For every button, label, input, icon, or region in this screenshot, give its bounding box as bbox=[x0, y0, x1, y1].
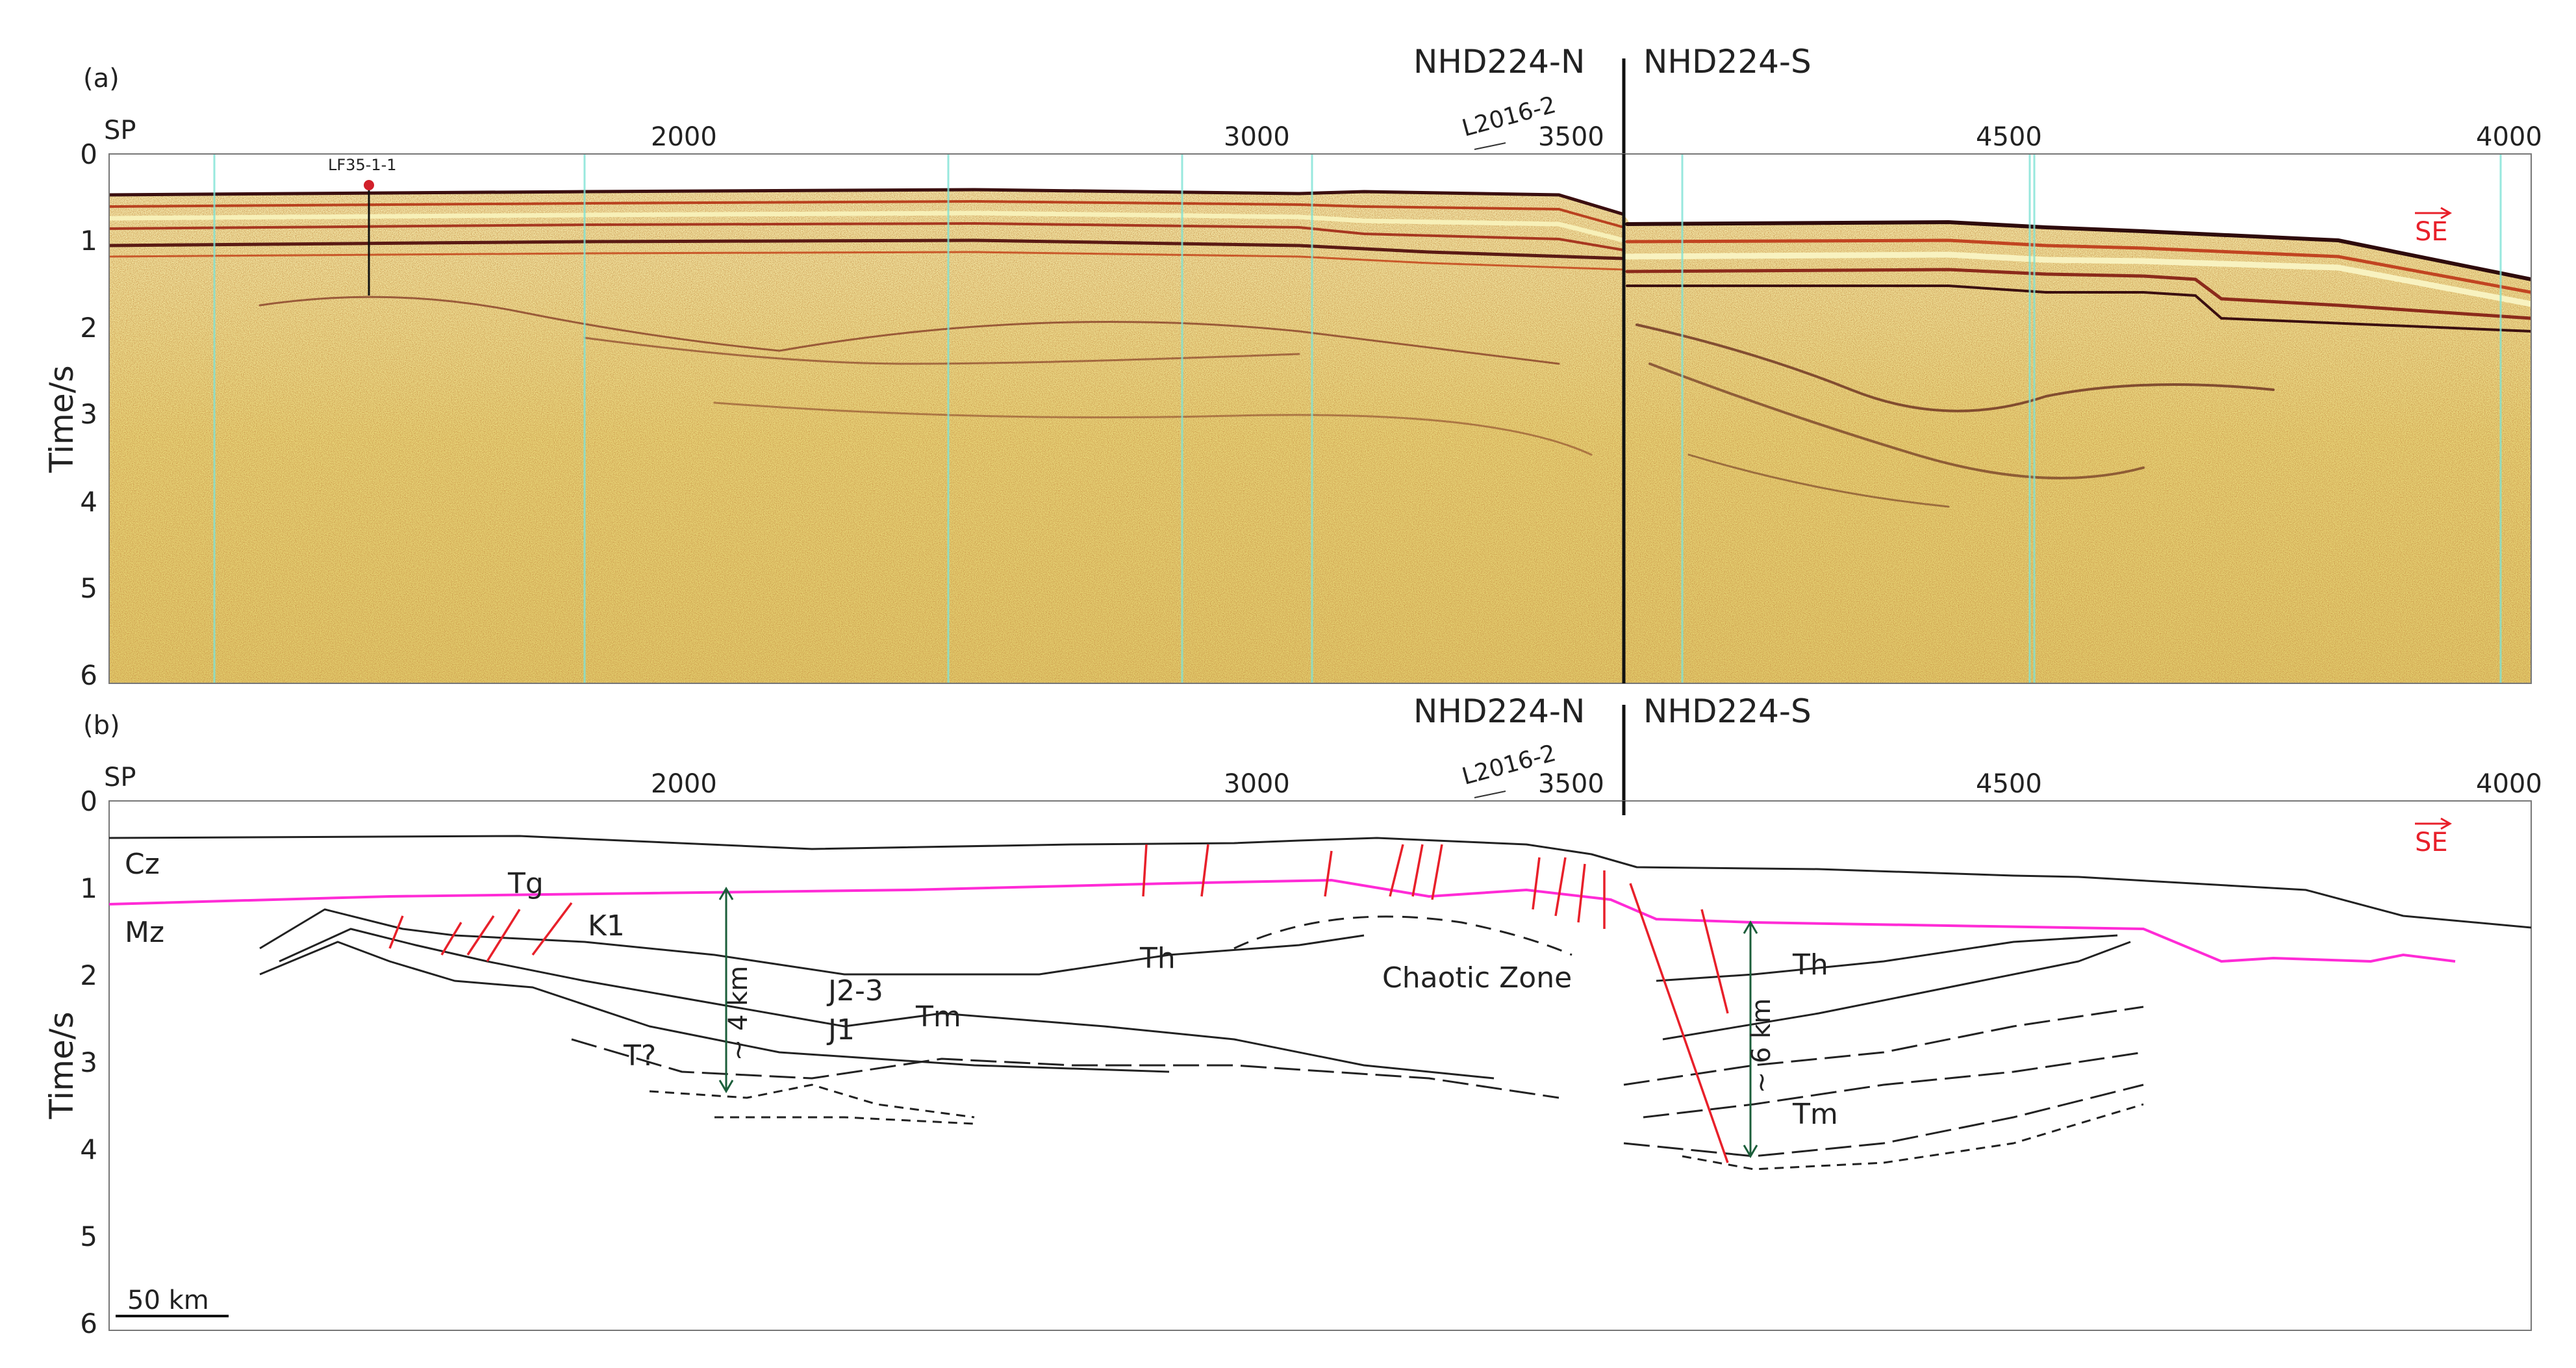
crossing-line-marker bbox=[1474, 142, 1506, 150]
well-label: LF35-1-1 bbox=[328, 156, 397, 174]
scale-bar: 50 km bbox=[116, 1286, 229, 1317]
y-tick-b-6: 6 bbox=[80, 1308, 97, 1339]
j23-horizon bbox=[279, 928, 1495, 1080]
unit-labels: Cz Mz Tg K1 Th J2-3 Tm J1 T? Chaotic Zon… bbox=[125, 848, 1838, 1131]
sp-tick-3000-b: 3000 bbox=[1224, 769, 1290, 799]
line-name-north-b: NHD224-N bbox=[1413, 692, 1585, 730]
sp-tick-4000-b: 4000 bbox=[2476, 769, 2542, 799]
sp-label-b: SP bbox=[104, 763, 136, 792]
panel-a: (a) NHD224-N NHD224-S SP 2000 3000 3 5 00 … bbox=[43, 43, 2542, 691]
svg-text:SE: SE bbox=[2415, 217, 2448, 247]
unit-th-left: Th bbox=[1139, 942, 1176, 975]
panel-a-frame bbox=[108, 153, 2532, 684]
seafloor-horizon bbox=[108, 835, 2532, 929]
unit-t-questionable: T? bbox=[623, 1039, 656, 1072]
unit-tm-right: Tm bbox=[1792, 1098, 1838, 1131]
y-tick-b-5: 5 bbox=[80, 1221, 97, 1252]
sp-tick-4500: 4500 bbox=[1976, 122, 2042, 152]
deep-left bbox=[714, 1116, 975, 1125]
unit-j23: J2-3 bbox=[826, 974, 883, 1007]
sp-tick-3000: 3000 bbox=[1224, 122, 1290, 152]
y-tick-2: 2 bbox=[80, 312, 97, 344]
y-axis-title-b: Time/s bbox=[43, 1011, 81, 1119]
y-axis-title-a: Time/s bbox=[43, 365, 81, 473]
direction-arrow-a: SE bbox=[2415, 207, 2453, 247]
sp-tick-4000: 4000 bbox=[2476, 122, 2542, 152]
thickness-label-left: ~ 4 km bbox=[724, 966, 753, 1061]
y-tick-b-3: 3 bbox=[80, 1046, 97, 1078]
chaotic-top bbox=[1233, 915, 1572, 956]
thickness-arrow-left: ~ 4 km bbox=[718, 887, 753, 1093]
y-ticks-a: 0 1 2 3 4 5 6 bbox=[80, 138, 97, 691]
thickness-arrow-right: ~ 6 km bbox=[1743, 920, 1776, 1158]
crossing-line-marker-b bbox=[1474, 791, 1506, 798]
scale-bar-label: 50 km bbox=[127, 1286, 209, 1315]
y-tick-4: 4 bbox=[80, 486, 97, 518]
y-tick-1: 1 bbox=[80, 225, 97, 257]
unit-j1: J1 bbox=[826, 1013, 855, 1046]
th-right-horizon bbox=[1656, 934, 2118, 982]
panel-b-label: (b) bbox=[83, 711, 120, 741]
unit-th-right: Th bbox=[1792, 948, 1828, 982]
right-horizon-4 bbox=[1643, 1051, 2144, 1119]
line-name-north: NHD224-N bbox=[1413, 43, 1585, 81]
unit-tg: Tg bbox=[507, 867, 544, 900]
thickness-label-right: ~ 6 km bbox=[1747, 998, 1776, 1094]
y-tick-b-4: 4 bbox=[80, 1134, 97, 1165]
seismic-section bbox=[109, 154, 2531, 683]
panel-a-label: (a) bbox=[83, 64, 120, 94]
unit-k1: K1 bbox=[588, 909, 625, 943]
sp-tick-3500-b: 3500 bbox=[1538, 769, 1604, 799]
sp-tick-3500: 3500 bbox=[1538, 122, 1604, 152]
y-tick-b-1: 1 bbox=[80, 872, 97, 904]
chaotic-zone-label: Chaotic Zone bbox=[1382, 961, 1572, 994]
right-horizon-2 bbox=[1662, 941, 2131, 1041]
unit-cz: Cz bbox=[125, 848, 160, 881]
horizons bbox=[108, 835, 2532, 1171]
unit-tm-left: Tm bbox=[915, 1000, 961, 1033]
right-horizon-3 bbox=[1623, 1006, 2144, 1086]
panel-b-frame bbox=[108, 800, 2532, 1331]
tm-right-base bbox=[1682, 1103, 2144, 1171]
faults bbox=[388, 844, 1729, 1163]
y-tick-b-2: 2 bbox=[80, 959, 97, 991]
line-name-south-b: NHD224-S bbox=[1643, 692, 1812, 730]
sp-tick-4500-b: 4500 bbox=[1976, 769, 2042, 799]
t-horizon bbox=[649, 1083, 975, 1119]
tm-right-horizon bbox=[1623, 1083, 2144, 1158]
trace-markers bbox=[213, 154, 2502, 683]
tm-deep-horizon bbox=[571, 1038, 1559, 1099]
y-tick-5: 5 bbox=[80, 572, 97, 604]
tg-horizon bbox=[108, 878, 2456, 963]
well-marker bbox=[364, 180, 374, 190]
unit-mz: Mz bbox=[125, 916, 164, 949]
panel-b: (b) NHD224-N NHD224-S SP 2000 3000 3 5 00 … bbox=[43, 692, 2542, 1339]
k1-horizon bbox=[259, 908, 1365, 976]
y-tick-3: 3 bbox=[80, 398, 97, 430]
y-tick-6: 6 bbox=[80, 659, 97, 691]
sp-tick-2000-b: 2000 bbox=[651, 769, 717, 799]
y-tick-b-0: 0 bbox=[80, 785, 97, 817]
y-tick-0: 0 bbox=[80, 138, 97, 170]
svg-text:SE: SE bbox=[2415, 828, 2448, 857]
direction-arrow-b: SE bbox=[2415, 817, 2453, 857]
y-ticks-b: 0 1 2 3 4 5 6 bbox=[80, 785, 97, 1339]
sp-tick-2000: 2000 bbox=[651, 122, 717, 152]
sp-label: SP bbox=[104, 116, 136, 146]
line-name-south: NHD224-S bbox=[1643, 43, 1812, 81]
